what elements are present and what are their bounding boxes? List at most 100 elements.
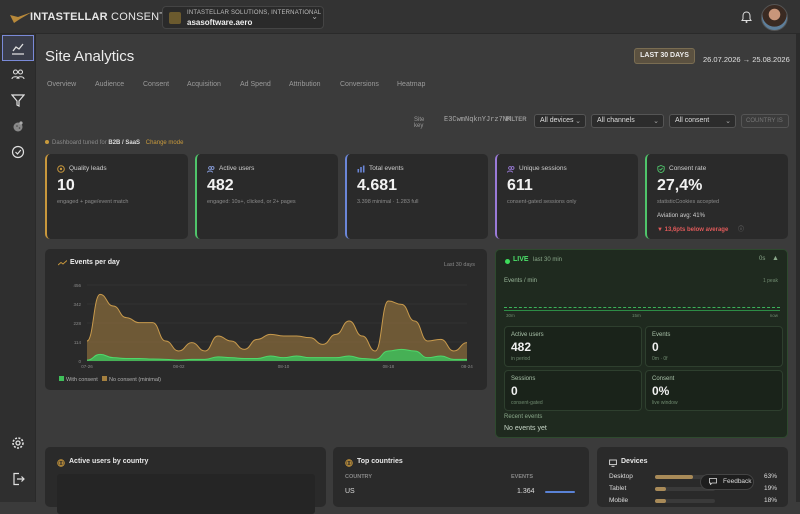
live-stat-consent: Consent 0% live window [645, 370, 783, 411]
sidebar-item-logout[interactable] [2, 466, 34, 492]
live-axis-mid: 15m [632, 313, 641, 318]
x-tick-label: 08-24 [461, 364, 473, 369]
collapse-icon[interactable]: ▲ [772, 255, 779, 262]
globe-icon [57, 459, 65, 467]
device-label: Tablet [609, 485, 627, 492]
live-refresh-control[interactable]: 0s [759, 256, 766, 262]
mode-prefix: Dashboard tuned for [52, 140, 107, 146]
live-stat-title: Consent [652, 376, 675, 382]
change-mode-link[interactable]: Change mode [145, 140, 184, 146]
device-pct: 63% [764, 473, 778, 480]
tab-attribution[interactable]: Attribution [289, 81, 321, 88]
channels-select-value: All channels [597, 117, 635, 124]
live-window: last 30 min [533, 257, 563, 263]
tab-heatmap[interactable]: Heatmap [397, 81, 426, 88]
series-area-with-consent [87, 349, 467, 361]
device-row-desktop: Desktop 63% [609, 473, 779, 481]
device-row-tablet: Tablet 19% [609, 485, 779, 493]
site-key-value: E3CwmNqknYJrz7NK [444, 116, 512, 124]
kpi-subtext: consent-gated sessions only [507, 199, 577, 205]
channels-select[interactable]: All channels ⌄ [591, 114, 664, 128]
sidebar-item-settings[interactable] [2, 430, 34, 456]
gear-icon [12, 437, 24, 449]
live-stat-sub: consent-gated [511, 400, 543, 406]
org-name: INTASTELLAR SOLUTIONS, INTERNATIONAL [187, 10, 322, 16]
date-range-badge[interactable]: LAST 30 DAYS [634, 48, 695, 64]
tab-overview[interactable]: Overview [47, 81, 77, 88]
device-bar-track [655, 499, 715, 503]
feedback-label: Feedback [723, 478, 752, 485]
kpi-value: 10 [57, 177, 75, 194]
brand-name[interactable]: INTASTELLAR CONSENTS [30, 11, 174, 23]
chevron-down-icon: ⌄ [653, 118, 659, 125]
kpi-title: Total events [369, 165, 404, 172]
tab-acquisition[interactable]: Acquisition [187, 81, 221, 88]
tab-audience[interactable]: Audience [95, 81, 125, 88]
live-stat-title: Active users [511, 332, 544, 338]
y-tick-label: 342 [73, 302, 81, 307]
bell-icon[interactable] [741, 11, 752, 23]
live-stat-value: 482 [511, 340, 532, 354]
kpi-subtext: engaged + page/event match [57, 199, 129, 205]
device-bar-fill [655, 487, 667, 491]
dashboard-mode-note: Dashboard tuned for B2B / SaaS Change mo… [45, 140, 183, 146]
device-bar-fill [655, 499, 666, 503]
device-label: Desktop [609, 473, 633, 480]
y-tick-label: 0 [78, 359, 81, 364]
tab-conversions[interactable]: Conversions [340, 81, 379, 88]
kpi-title: Consent rate [669, 165, 707, 172]
live-label: LIVE [513, 256, 529, 263]
user-avatar[interactable] [761, 4, 788, 31]
org-domain: asasoftware.aero [187, 18, 253, 27]
bar-chart-icon [357, 165, 365, 173]
devices-select[interactable]: All devices ⌄ [534, 114, 586, 128]
tab-consent[interactable]: Consent [143, 81, 170, 88]
live-stat-value: 0% [652, 384, 670, 398]
brand-name-light: CONSENTS [111, 11, 174, 23]
scrollbar[interactable] [796, 34, 800, 502]
feedback-button[interactable]: Feedback [700, 474, 754, 490]
cookie-icon [13, 121, 23, 132]
country-filter-input[interactable]: COUNTRY IS [741, 114, 789, 128]
events-per-minute-peak: 1 peak [762, 278, 778, 284]
country-map[interactable] [57, 474, 315, 514]
device-bar-track [655, 487, 715, 491]
live-stat-value: 0 [652, 340, 659, 354]
info-icon[interactable]: ⓘ [737, 227, 744, 233]
live-indicator-icon [505, 259, 510, 264]
consent-select[interactable]: All consent ⌄ [669, 114, 736, 128]
events-per-minute-label: Events / min [504, 278, 538, 284]
consent-select-value: All consent [675, 117, 710, 124]
sidebar-item-filter[interactable] [2, 87, 34, 113]
device-icon [609, 459, 617, 467]
col-header-events: EVENTS [511, 474, 534, 480]
below-average-text: ▼ 13,6pts below average [657, 227, 729, 233]
date-range[interactable]: 26.07.2026 → 25.08.2026 [703, 55, 790, 64]
site-key-label: Site key [414, 117, 425, 129]
legend-swatch-no-consent [102, 376, 107, 381]
target-icon [57, 165, 65, 173]
page-title: Site Analytics [45, 48, 135, 65]
recent-events-label: Recent events [504, 414, 543, 420]
y-tick-label: 228 [73, 321, 81, 326]
events-chart: 0 114 228 342 456 07-26 08-02 08-10 08-18 08-24 Wi… [59, 283, 473, 383]
brand-logo-icon [10, 12, 32, 23]
mode-value: B2B / SaaS [108, 140, 141, 146]
x-tick-label: 07-26 [81, 364, 93, 369]
top-bar: INTASTELLAR CONSENTS INTASTELLAR SOLUTIO… [0, 0, 800, 34]
device-pct: 18% [764, 497, 778, 504]
kpi-value: 482 [207, 177, 234, 194]
chevron-down-icon: ⌄ [311, 12, 318, 21]
live-panel: LIVE last 30 min 0s ▲ Events / min 1 pea… [495, 249, 788, 438]
sidebar-item-analytics[interactable] [2, 35, 34, 61]
kpi-subtext: statisticCookies accepted [657, 199, 720, 205]
country-cell: US [345, 488, 355, 495]
tab-ad-spend[interactable]: Ad Spend [240, 81, 271, 88]
kpi-value: 4.681 [357, 177, 398, 194]
panel-title: Top countries [357, 458, 403, 465]
sidebar-item-compliance[interactable] [2, 139, 34, 165]
sidebar-item-audience[interactable] [2, 61, 34, 87]
org-switcher[interactable]: INTASTELLAR SOLUTIONS, INTERNATIONAL asa… [162, 6, 324, 29]
sidebar-item-cookies[interactable] [2, 113, 34, 139]
globe-icon [345, 459, 353, 467]
